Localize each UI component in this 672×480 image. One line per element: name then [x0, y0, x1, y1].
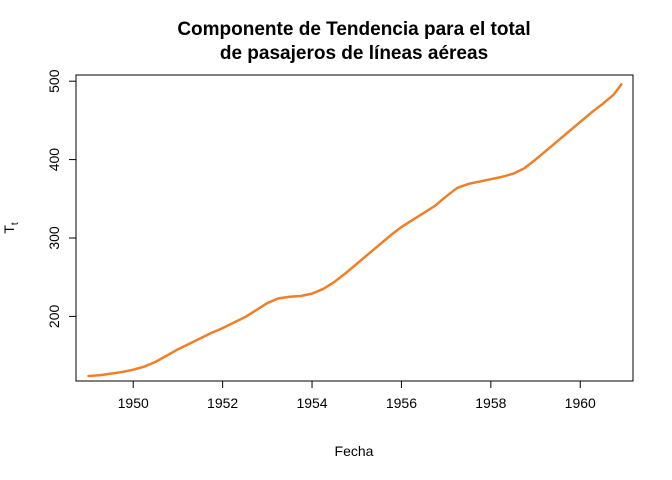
x-axis-label: Fecha — [335, 443, 374, 459]
x-axis: 1950 1952 1954 1956 1958 1960 — [118, 380, 596, 411]
chart-title: Componente de Tendencia para el total de… — [177, 19, 530, 64]
x-tick-label-1954: 1954 — [296, 395, 327, 411]
y-axis: 200 300 400 500 — [46, 69, 77, 329]
x-tick-label-1960: 1960 — [565, 395, 596, 411]
x-tick-label-1950: 1950 — [118, 395, 149, 411]
plot-frame — [75, 74, 634, 382]
y-axis-label: Tt — [1, 222, 21, 234]
trend-series-line — [87, 83, 623, 378]
y-tick-label-500: 500 — [46, 69, 62, 93]
y-tick-label-200: 200 — [46, 305, 62, 329]
x-tick-label-1958: 1958 — [475, 395, 506, 411]
y-tick-label-400: 400 — [46, 148, 62, 172]
series-layer — [87, 83, 623, 378]
y-axis-label-main: T — [1, 225, 17, 234]
y-tick-label-300: 300 — [46, 226, 62, 250]
x-tick-label-1956: 1956 — [386, 395, 417, 411]
y-axis-label-subscript: t — [10, 222, 21, 225]
x-tick-label-1952: 1952 — [207, 395, 238, 411]
chart-title-line-2: de pasajeros de líneas aéreas — [220, 43, 488, 64]
chart-title-line-1: Componente de Tendencia para el total — [177, 19, 530, 40]
